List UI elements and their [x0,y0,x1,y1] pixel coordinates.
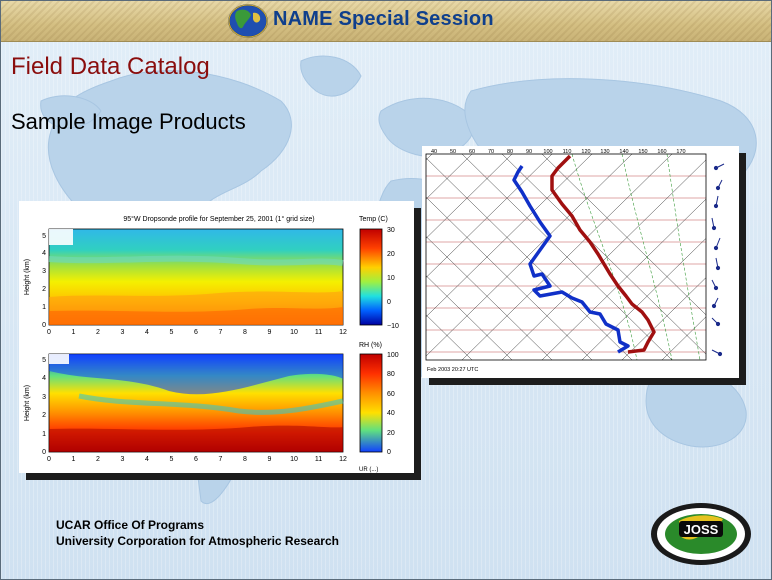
skew-t-grid [426,154,706,360]
upper-x-tick: 11 [315,329,322,336]
humidity-contour-plot [48,353,344,453]
sounding-caption: Feb 2003 20:27 UTC [427,367,478,373]
joss-logo-text: JOSS [684,522,719,537]
temp-colorbar-tick: 0 [387,299,391,306]
rh-colorbar-tick: 20 [387,430,395,437]
upper-x-tick: 3 [121,329,125,336]
top-tick: 100 [543,149,552,155]
upper-x-tick: 10 [290,329,298,336]
lower-x-tick: 1 [72,456,76,463]
temp-colorbar-tick: 30 [387,227,395,234]
session-title: NAME Special Session [273,8,494,30]
dropsonde-profile-figure: 95°W Dropsonde profile for September 25,… [19,201,414,473]
lower-x-tick: 5 [170,456,174,463]
page-title: Field Data Catalog [11,53,210,80]
temp-colorbar-tick: −10 [387,323,399,330]
temp-colorbar [359,228,383,326]
page-subtitle: Sample Image Products [11,109,246,134]
top-tick: 110 [563,149,572,155]
wind-barbs [711,163,725,357]
lower-y-tick: 2 [42,412,46,419]
top-tick: 140 [619,149,628,155]
rh-colorbar-tick: 0 [387,449,391,456]
lower-x-tick: 4 [145,456,149,463]
rh-colorbar-tick: 40 [387,410,395,417]
name-globe-logo-icon [228,4,268,38]
temp-colorbar-tick: 10 [387,275,395,282]
upper-y-tick: 1 [42,304,46,311]
lower-x-tick: 0 [47,456,51,463]
upper-x-tick: 12 [339,329,347,336]
joss-logo-icon: JOSS [651,503,751,565]
footer-line-2: University Corporation for Atmospheric R… [56,534,339,548]
rh-colorbar-tick: 100 [387,352,399,359]
footer-line-1: UCAR Office Of Programs [56,518,205,532]
lower-y-tick: 4 [42,375,46,382]
top-tick: 40 [431,149,437,155]
rh-colorbar-label: RH (%) [359,342,382,349]
skew-t-top-ticks: 40 50 60 70 80 90 100 110 120 130 140 15… [431,149,686,155]
temperature-profile-line [550,154,656,354]
dewpoint-profile-line [512,165,630,354]
temperature-contour-plot [48,228,344,326]
figure-title: 95°W Dropsonde profile for September 25,… [123,215,314,223]
lower-x-tick: 11 [315,456,322,463]
top-tick: 160 [657,149,666,155]
lower-x-ticks: 0 1 2 3 4 5 6 7 8 9 10 11 12 [47,456,347,463]
footer-credits: UCAR Office Of Programs University Corpo… [56,517,339,549]
upper-y-tick: 0 [42,322,46,329]
temp-colorbar-label: Temp (C) [359,216,388,223]
upper-x-tick: 4 [145,329,149,336]
upper-x-tick: 1 [72,329,76,336]
rh-colorbar [359,353,383,453]
top-tick: 70 [488,149,494,155]
top-tick: 170 [676,149,685,155]
lower-x-tick: 7 [219,456,223,463]
lower-x-tick: 8 [243,456,247,463]
top-tick: 150 [638,149,647,155]
lower-x-tick: 6 [194,456,198,463]
title-banner: NAME Special Session [1,1,771,42]
lower-y-axis-label: Height (km) [24,385,31,421]
upper-y-tick: 3 [42,268,46,275]
upper-y-axis-label: Height (km) [24,259,31,295]
rh-colorbar-tick: 60 [387,391,395,398]
upper-y-tick: 5 [42,233,46,240]
lower-y-tick: 3 [42,394,46,401]
lower-y-tick: 5 [42,357,46,364]
top-tick: 120 [581,149,590,155]
upper-x-tick: 0 [47,329,51,336]
upper-x-tick: 7 [219,329,223,336]
upper-x-ticks: 0 1 2 3 4 5 6 7 8 9 10 11 12 [47,329,347,336]
upper-x-tick: 6 [194,329,198,336]
upper-x-tick: 8 [243,329,247,336]
upper-x-tick: 9 [268,329,272,336]
skew-t-sounding-figure: 40 50 60 70 80 90 100 110 120 130 140 15… [422,146,739,378]
top-tick: 80 [507,149,513,155]
lower-x-tick: 3 [121,456,125,463]
lower-x-tick: 2 [96,456,100,463]
upper-x-tick: 5 [170,329,174,336]
lower-x-tick: 10 [290,456,298,463]
top-tick: 130 [600,149,609,155]
temp-colorbar-tick: 20 [387,251,395,258]
lower-y-tick: 0 [42,449,46,456]
lower-x-tick: 9 [268,456,272,463]
upper-y-tick: 2 [42,286,46,293]
top-tick: 50 [450,149,456,155]
upper-x-tick: 2 [96,329,100,336]
lower-y-tick: 1 [42,431,46,438]
rh-colorbar-tick: 80 [387,371,395,378]
top-tick: 90 [526,149,532,155]
figure-footer-fragment: UR (...) [359,467,378,473]
upper-y-tick: 4 [42,250,46,257]
top-tick: 60 [469,149,475,155]
lower-x-tick: 12 [339,456,347,463]
